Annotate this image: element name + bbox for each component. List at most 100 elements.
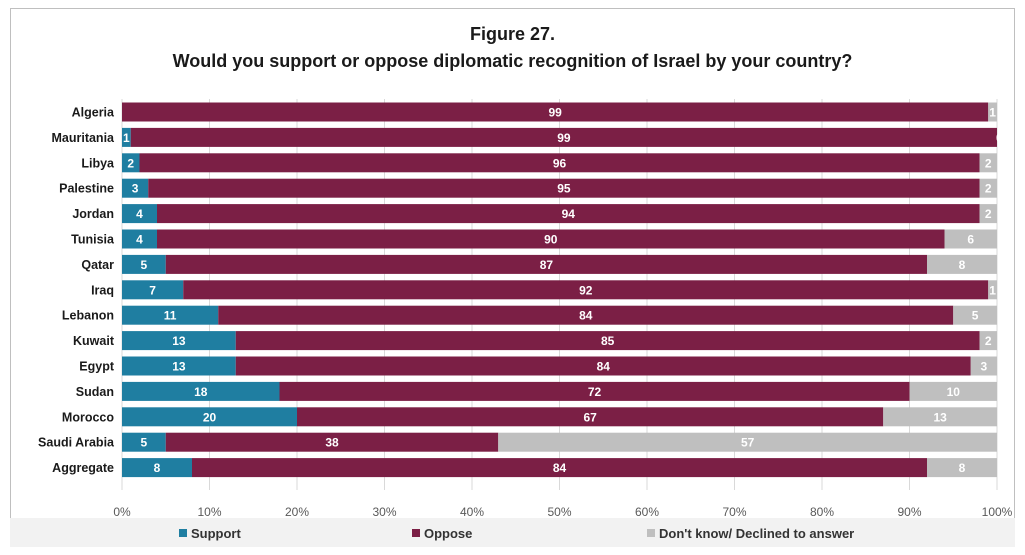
x-tick-label: 60%: [635, 505, 659, 519]
data-label: 99: [557, 131, 571, 145]
data-label: 67: [583, 410, 597, 424]
bar-oppose: [235, 356, 971, 376]
bar-don-t-know-declined-to-answer: [927, 458, 997, 478]
legend-label-oppose: Oppose: [424, 525, 473, 541]
legend-swatch-support: [179, 529, 187, 537]
bar-support: [122, 254, 166, 274]
data-label: 2: [985, 156, 992, 170]
data-label: 2: [985, 182, 992, 196]
category-label: Algeria: [72, 106, 115, 120]
data-label: 38: [325, 436, 339, 450]
bar-support: [122, 458, 192, 478]
data-label: 1: [989, 283, 996, 297]
data-label: 11: [164, 309, 177, 323]
data-label: 72: [588, 385, 602, 399]
bar-don-t-know-declined-to-answer: [953, 305, 997, 325]
data-label: 8: [959, 258, 966, 272]
bar-don-t-know-declined-to-answer: [988, 102, 997, 122]
bar-don-t-know-declined-to-answer: [909, 381, 997, 401]
data-label: 85: [601, 334, 615, 348]
category-label: Qatar: [81, 258, 114, 272]
bar-oppose: [192, 458, 927, 478]
bar-oppose: [183, 280, 989, 300]
data-label: 18: [194, 385, 208, 399]
bar-oppose: [218, 305, 954, 325]
category-label: Mauritania: [51, 131, 115, 145]
bar-don-t-know-declined-to-answer: [970, 356, 997, 376]
x-tick-label: 70%: [722, 505, 746, 519]
legend-swatch-dont-know: [647, 529, 655, 537]
category-label: Jordan: [72, 207, 114, 221]
bar-oppose: [235, 331, 980, 351]
data-label: 5: [141, 436, 148, 450]
chart-title: Figure 27.: [469, 24, 556, 44]
x-tick-label: 10%: [197, 505, 221, 519]
category-label: Sudan: [76, 385, 114, 399]
x-tick-label: 40%: [460, 505, 484, 519]
data-label: 7: [149, 283, 156, 297]
bar-don-t-know-declined-to-answer: [927, 254, 997, 274]
data-label: 2: [985, 334, 992, 348]
x-tick-label: 30%: [372, 505, 396, 519]
data-label: 84: [597, 360, 611, 374]
data-label: 6: [967, 233, 974, 247]
chart-header: Figure 27. Would you support or oppose d…: [0, 22, 1025, 74]
data-label: 99: [548, 106, 562, 120]
category-label: Iraq: [91, 283, 114, 297]
bar-oppose: [122, 102, 989, 122]
bar-support: [122, 280, 184, 300]
chart-subtitle: Would you support or oppose diplomatic r…: [172, 51, 853, 71]
legend-item-support: Support: [179, 525, 241, 541]
bar-support: [122, 356, 236, 376]
x-tick-label: 50%: [547, 505, 571, 519]
data-label: 90: [544, 233, 558, 247]
bar-don-t-know-declined-to-answer: [883, 407, 997, 427]
data-label: 84: [553, 461, 567, 475]
bar-don-t-know-declined-to-answer: [988, 280, 997, 300]
legend-item-oppose: Oppose: [412, 525, 472, 541]
legend: Support Oppose Don't know/ Declined to a…: [10, 518, 1015, 547]
category-label: Morocco: [62, 410, 114, 424]
data-label: 20: [203, 410, 217, 424]
bar-support: [122, 407, 297, 427]
data-label: 2: [985, 207, 992, 221]
data-label: 94: [562, 207, 576, 221]
bar-oppose: [139, 153, 980, 173]
data-label: 87: [540, 258, 554, 272]
data-label: 0: [996, 131, 1003, 145]
category-label: Aggregate: [52, 461, 114, 475]
x-tick-label: 0%: [113, 505, 131, 519]
bar-oppose: [165, 432, 499, 452]
legend-label-support: Support: [191, 525, 241, 541]
data-label: 96: [553, 156, 567, 170]
x-tick-label: 80%: [810, 505, 834, 519]
data-label: 92: [579, 283, 593, 297]
bar-don-t-know-declined-to-answer: [498, 432, 997, 452]
category-label: Palestine: [59, 182, 114, 196]
category-label: Saudi Arabia: [38, 436, 115, 450]
data-label: 4: [136, 233, 143, 247]
bar-support: [122, 204, 157, 224]
bar-don-t-know-declined-to-answer: [979, 153, 997, 173]
data-label: 1: [123, 131, 130, 145]
bar-oppose: [297, 407, 884, 427]
data-label: 3: [981, 360, 988, 374]
data-label: 57: [741, 436, 755, 450]
data-label: 13: [933, 410, 947, 424]
category-label: Kuwait: [73, 334, 115, 348]
bar-oppose: [279, 381, 910, 401]
data-label: 2: [127, 156, 134, 170]
data-label: 84: [579, 309, 593, 323]
bar-support: [122, 331, 236, 351]
legend-label-dont-know: Don't know/ Declined to answer: [659, 525, 855, 541]
bar-support: [122, 153, 140, 173]
bar-support: [122, 305, 219, 325]
data-label: 5: [141, 258, 148, 272]
bar-support: [122, 127, 131, 147]
data-label: 95: [557, 182, 571, 196]
bar-don-t-know-declined-to-answer: [979, 204, 997, 224]
bar-oppose: [130, 127, 997, 147]
bar-oppose: [165, 254, 927, 274]
bar-support: [122, 381, 280, 401]
bar-support: [122, 178, 149, 198]
